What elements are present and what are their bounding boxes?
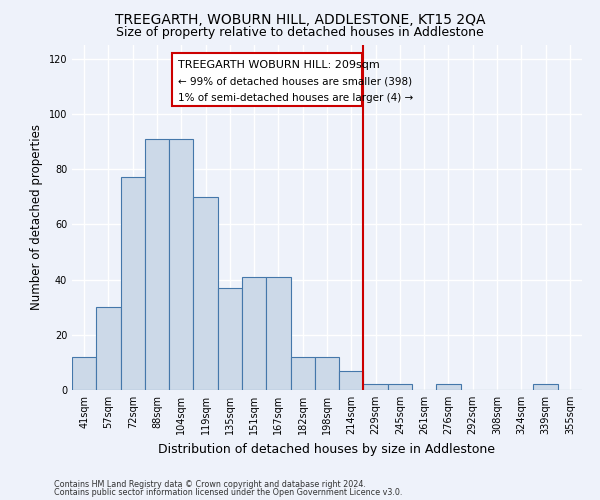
Text: Contains HM Land Registry data © Crown copyright and database right 2024.: Contains HM Land Registry data © Crown c… <box>54 480 366 489</box>
Bar <box>218 288 242 390</box>
Y-axis label: Number of detached properties: Number of detached properties <box>30 124 43 310</box>
FancyBboxPatch shape <box>172 54 362 106</box>
Text: TREEGARTH, WOBURN HILL, ADDLESTONE, KT15 2QA: TREEGARTH, WOBURN HILL, ADDLESTONE, KT15… <box>115 12 485 26</box>
Bar <box>145 139 169 390</box>
Bar <box>436 384 461 390</box>
Bar <box>266 277 290 390</box>
Bar <box>193 197 218 390</box>
Bar <box>121 178 145 390</box>
Text: Contains public sector information licensed under the Open Government Licence v3: Contains public sector information licen… <box>54 488 403 497</box>
Bar <box>533 384 558 390</box>
Bar <box>388 384 412 390</box>
Bar <box>315 357 339 390</box>
Bar <box>72 357 96 390</box>
Text: Size of property relative to detached houses in Addlestone: Size of property relative to detached ho… <box>116 26 484 39</box>
Bar <box>96 307 121 390</box>
Bar <box>169 139 193 390</box>
Text: TREEGARTH WOBURN HILL: 209sqm: TREEGARTH WOBURN HILL: 209sqm <box>178 60 379 70</box>
Bar <box>242 277 266 390</box>
Bar <box>290 357 315 390</box>
Bar <box>339 370 364 390</box>
Text: 1% of semi-detached houses are larger (4) →: 1% of semi-detached houses are larger (4… <box>178 94 413 104</box>
Bar <box>364 384 388 390</box>
X-axis label: Distribution of detached houses by size in Addlestone: Distribution of detached houses by size … <box>158 442 496 456</box>
Text: ← 99% of detached houses are smaller (398): ← 99% of detached houses are smaller (39… <box>178 76 412 86</box>
